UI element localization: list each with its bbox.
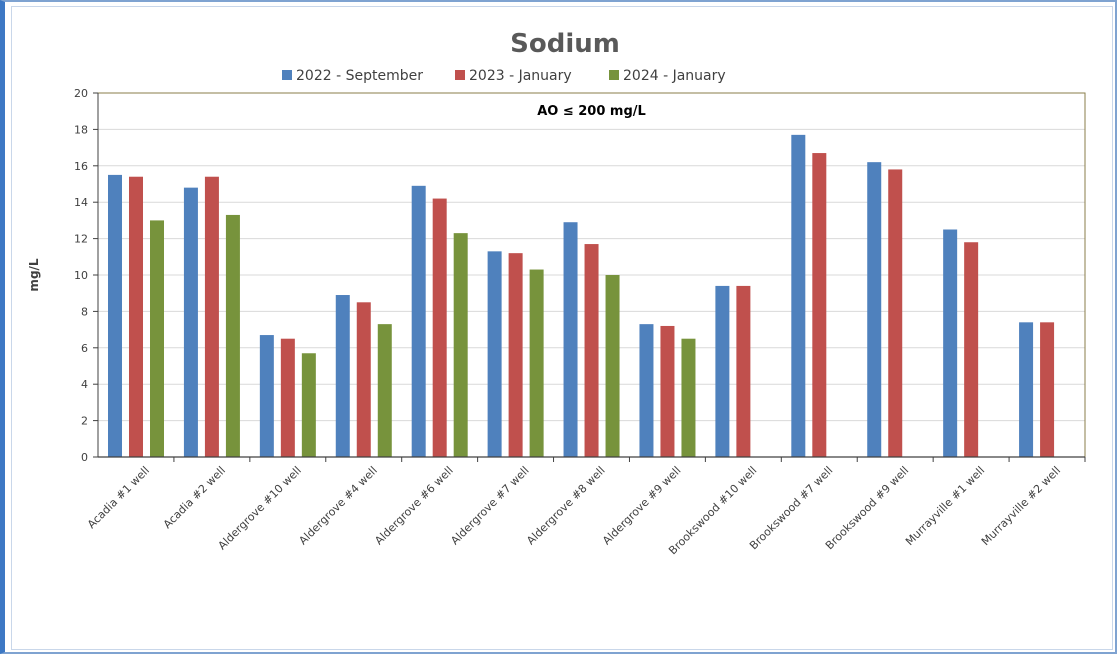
x-category-label: Aldergrove #6 well (372, 464, 455, 547)
y-tick-label: 12 (74, 233, 88, 246)
y-tick-label: 0 (81, 451, 88, 464)
bar (1040, 322, 1055, 457)
ao-annotation: AO ≤ 200 mg/L (537, 104, 646, 119)
bar (301, 353, 316, 457)
x-category-label: Aldergrove #9 well (600, 464, 683, 547)
x-category-label: Brookswood #7 well (747, 464, 835, 552)
bar (377, 324, 392, 457)
bars (108, 134, 1055, 458)
y-tick-label: 6 (81, 342, 88, 355)
bar (129, 176, 143, 457)
bar (108, 174, 122, 457)
bar (356, 302, 371, 457)
bar (411, 185, 426, 457)
x-category-label: Murrayville #1 well (903, 464, 987, 548)
bar (183, 187, 198, 457)
bar (335, 295, 350, 457)
bar (715, 285, 730, 457)
bar (812, 153, 827, 457)
bar (1019, 322, 1034, 457)
legend-label: 2022 - September (296, 68, 423, 84)
bar (259, 335, 274, 457)
bar (150, 220, 164, 457)
y-tick-label: 20 (74, 87, 88, 100)
y-tick-label: 16 (74, 160, 88, 173)
bar (453, 233, 468, 457)
legend-label: 2023 - January (469, 68, 572, 84)
bar (508, 253, 523, 457)
bar (791, 134, 806, 458)
bar (660, 325, 675, 457)
bar (529, 269, 544, 457)
legend-swatch (455, 70, 465, 80)
bar (867, 162, 882, 457)
bar (639, 324, 654, 457)
x-category-label: Murrayville #2 well (979, 464, 1063, 548)
bar (736, 285, 751, 457)
y-tick-label: 18 (74, 123, 88, 136)
y-tick-label: 14 (74, 196, 88, 209)
bar (432, 198, 447, 457)
chart-title: Sodium (510, 29, 620, 59)
x-category-label: Acadia #2 well (161, 464, 228, 531)
x-category-label: Acadia #1 well (85, 464, 152, 531)
axes (93, 92, 1086, 462)
x-category-label: Aldergrove #4 well (296, 464, 379, 547)
y-axis-label: mg/L (27, 258, 41, 291)
legend-swatch (609, 70, 619, 80)
y-tick-label: 4 (81, 378, 88, 391)
x-category-label: Aldergrove #7 well (448, 464, 531, 547)
x-category-label: Aldergrove #10 well (216, 464, 304, 552)
y-tick-label: 10 (74, 269, 88, 282)
bar (280, 338, 295, 457)
bar (204, 176, 219, 457)
legend-swatch (282, 70, 292, 80)
x-category-label: Brookswood #10 well (666, 464, 759, 557)
bar (681, 338, 696, 457)
bar (225, 214, 240, 457)
y-tick-label: 8 (81, 305, 88, 318)
bar (943, 229, 958, 457)
y-tick-label: 2 (81, 415, 88, 428)
legend-label: 2024 - January (623, 68, 726, 84)
bar (563, 222, 578, 457)
bar (888, 169, 903, 457)
y-tick-labels: 0 2 4 6 8 10 12 14 16 18 20 (74, 87, 88, 464)
bar (584, 244, 599, 457)
x-category-label: Aldergrove #8 well (524, 464, 607, 547)
bar (487, 251, 502, 457)
bar (964, 242, 979, 457)
x-category-label: Brookswood #9 well (823, 464, 911, 552)
bar (605, 275, 620, 457)
legend: 2022 - September 2023 - January 2024 - Jan… (282, 68, 726, 84)
